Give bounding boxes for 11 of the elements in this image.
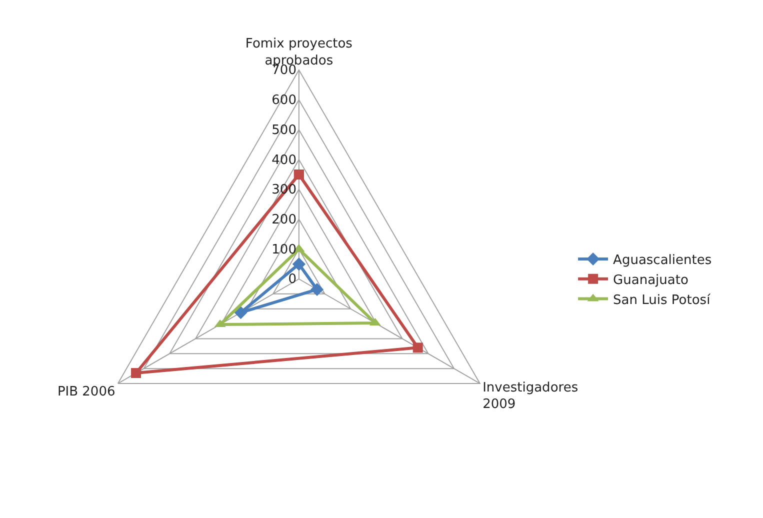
y-tick-label: 100 bbox=[272, 242, 296, 258]
y-tick-label: 600 bbox=[272, 93, 296, 108]
y-tick-label: 0 bbox=[288, 272, 296, 288]
spoke-label: PIB 2006 bbox=[57, 384, 116, 400]
y-tick-label: 200 bbox=[272, 212, 296, 228]
y-tick-label: 500 bbox=[272, 122, 296, 138]
legend-label: Aguascalientes bbox=[613, 253, 712, 268]
legend-label: San Luis Potosí bbox=[613, 292, 711, 308]
legend-label: Guanajuato bbox=[613, 272, 688, 288]
y-tick-label: 400 bbox=[272, 152, 296, 168]
spoke-label: Investigadores 2009 bbox=[482, 380, 578, 412]
